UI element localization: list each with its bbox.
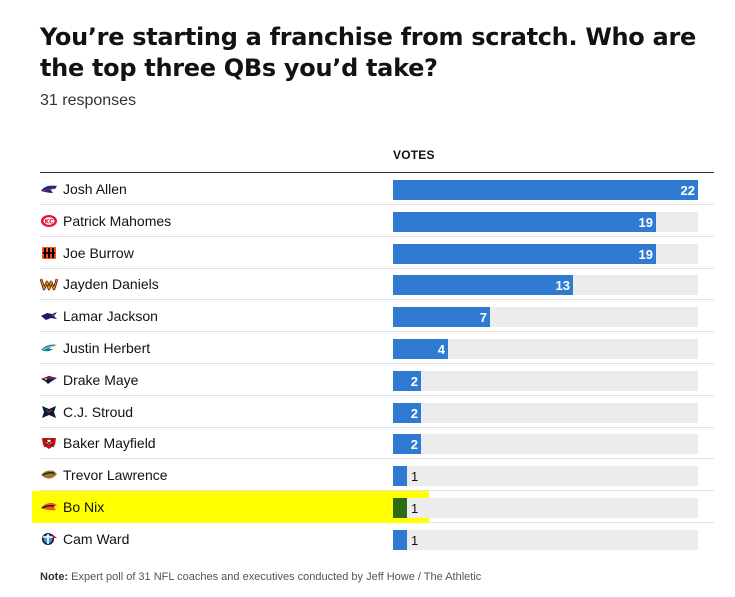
chart-title: You’re starting a franchise from scratch…: [40, 23, 696, 82]
bar-track: 2: [393, 434, 698, 455]
patriots-logo-icon: [40, 373, 58, 387]
table-row: Cam Ward 1: [40, 523, 714, 555]
bar-track: 19: [393, 243, 698, 264]
header-divider: [40, 172, 714, 173]
vote-value-label: 2: [410, 405, 418, 421]
vote-bar: [393, 434, 421, 455]
vote-bar: [393, 339, 448, 359]
vote-value-label: 1: [411, 469, 419, 485]
table-row: Drake Maye 2: [40, 364, 714, 396]
vote-bar: [393, 275, 573, 296]
svg-text:KC: KC: [45, 218, 54, 225]
bar-track: 13: [393, 275, 698, 296]
player-name: Josh Allen: [63, 181, 127, 197]
table-row: Bo Nix 1: [32, 491, 714, 523]
player-name: Baker Mayfield: [63, 435, 156, 452]
votes-column-header: VOTES: [393, 148, 435, 162]
chart-note: Note: Expert poll of 31 NFL coaches and …: [40, 571, 481, 583]
vote-bar: [393, 402, 421, 423]
bar-track: 2: [393, 370, 698, 391]
bengals-logo-icon: [40, 246, 58, 260]
chiefs-logo-icon: KC: [40, 214, 58, 228]
vote-value-label: 2: [410, 437, 418, 453]
table-row: Trevor Lawrence 1: [40, 459, 714, 492]
table-row: Jayden Daniels 13: [40, 268, 714, 301]
vote-value-label: 1: [411, 501, 419, 516]
vote-value-label: 22: [680, 183, 695, 198]
player-name: Joe Burrow: [63, 244, 134, 261]
vote-bar: [393, 370, 421, 391]
table-row: Justin Herbert 4: [40, 332, 714, 364]
vote-value-label: 1: [411, 532, 419, 548]
commanders-logo-icon: [40, 277, 58, 291]
bar-track: 19: [393, 211, 698, 232]
jaguars-logo-icon: [40, 468, 58, 482]
vote-bar: [393, 466, 407, 487]
bar-track: 1: [393, 529, 698, 550]
table-row: Joe Burrow 19: [40, 237, 714, 269]
note-text: Expert poll of 31 NFL coaches and execut…: [71, 571, 482, 583]
vote-bar: [393, 529, 407, 550]
player-name: Drake Maye: [63, 371, 139, 388]
titans-logo-icon: [40, 532, 58, 546]
player-name: Justin Herbert: [63, 340, 151, 356]
vote-bar: [393, 307, 490, 328]
player-name: C.J. Stroud: [63, 403, 134, 420]
player-name: Trevor Lawrence: [63, 467, 168, 484]
buccaneers-logo-icon: [40, 436, 58, 450]
vote-bar: [393, 180, 698, 200]
vote-value-label: 2: [410, 373, 418, 389]
bar-track: 1: [393, 466, 698, 487]
highlight-marker: [32, 491, 429, 523]
table-row: Josh Allen 22: [40, 173, 714, 205]
player-name: Patrick Mahomes: [63, 212, 172, 229]
table-row: Baker Mayfield 2: [40, 427, 714, 460]
bar-track: 22: [393, 180, 698, 200]
note-label: Note:: [40, 571, 69, 583]
ravens-logo-icon: [40, 309, 58, 323]
vote-bar: [393, 243, 656, 264]
table-row: C.J. Stroud 2: [40, 396, 714, 428]
vote-bar: [393, 498, 407, 518]
player-name: Jayden Daniels: [63, 276, 159, 293]
table-row: KC Patrick Mahomes 19: [40, 205, 714, 237]
player-name: Cam Ward: [63, 530, 130, 547]
bar-track: 7: [393, 307, 698, 328]
vote-value-label: 13: [555, 278, 570, 294]
vote-value-label: 19: [638, 246, 653, 262]
bar-track: 4: [393, 339, 698, 359]
texans-logo-icon: [40, 405, 58, 419]
bills-logo-icon: [40, 182, 58, 196]
vote-value-label: 4: [437, 342, 445, 357]
bar-track: 2: [393, 402, 698, 423]
vote-value-label: 7: [479, 310, 487, 326]
vote-bar: [393, 211, 656, 232]
chargers-logo-icon: [40, 341, 58, 355]
broncos-logo-icon: [40, 500, 58, 514]
player-name: Lamar Jackson: [63, 308, 158, 325]
vote-value-label: 19: [638, 214, 653, 230]
bar-track: 1: [393, 498, 698, 518]
table-row: Lamar Jackson 7: [40, 300, 714, 333]
player-name: Bo Nix: [63, 499, 105, 515]
response-count: 31 responses: [40, 92, 137, 109]
